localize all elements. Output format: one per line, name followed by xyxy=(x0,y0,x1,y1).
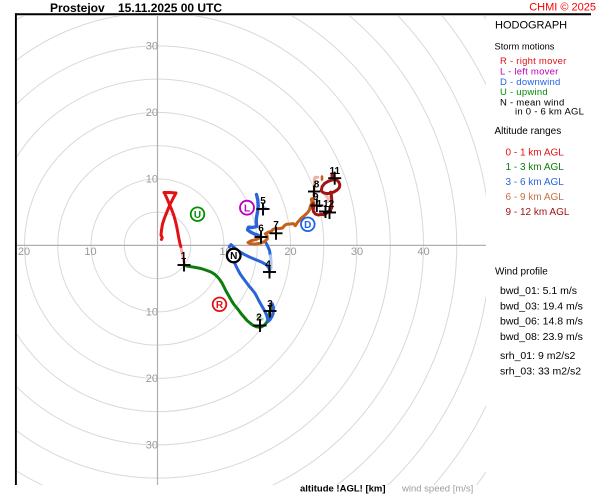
svg-text:U: U xyxy=(194,210,201,221)
svg-text:1: 1 xyxy=(181,251,187,262)
svg-text:40: 40 xyxy=(417,246,429,258)
svg-text:bwd_03: 19.4 m/s: bwd_03: 19.4 m/s xyxy=(500,300,583,312)
svg-text:srh_01: 9 m2/s2: srh_01: 9 m2/s2 xyxy=(500,350,575,362)
svg-text:bwd_06: 14.8 m/s: bwd_06: 14.8 m/s xyxy=(500,316,583,328)
svg-text:Prostejov: Prostejov xyxy=(50,1,105,15)
svg-text:Storm motions: Storm motions xyxy=(495,42,555,52)
svg-text:wind speed [m/s]: wind speed [m/s] xyxy=(401,484,473,495)
svg-text:12: 12 xyxy=(323,199,335,210)
svg-text:10: 10 xyxy=(146,174,158,186)
svg-text:6 - 9 km AGL: 6 - 9 km AGL xyxy=(506,192,565,203)
svg-text:11: 11 xyxy=(330,166,341,177)
svg-text:N - mean wind: N - mean wind xyxy=(500,97,565,108)
svg-text:D - downwind: D - downwind xyxy=(500,77,561,88)
svg-text:L - left mover: L - left mover xyxy=(500,67,559,78)
svg-text:8: 8 xyxy=(314,180,320,191)
svg-text:10: 10 xyxy=(84,246,96,258)
svg-text:15.11.2025 00 UTC: 15.11.2025 00 UTC xyxy=(118,1,222,15)
svg-text:altitude !AGL! [km]: altitude !AGL! [km] xyxy=(300,484,386,495)
svg-text:20: 20 xyxy=(18,246,30,258)
svg-text:7: 7 xyxy=(273,220,279,231)
svg-text:2: 2 xyxy=(256,313,262,324)
svg-text:U - upwind: U - upwind xyxy=(500,87,548,98)
svg-text:1 - 3 km AGL: 1 - 3 km AGL xyxy=(506,162,565,173)
svg-text:9 - 12 km AGL: 9 - 12 km AGL xyxy=(506,207,570,218)
svg-text:30: 30 xyxy=(146,440,158,452)
svg-text:srh_03: 33 m2/s2: srh_03: 33 m2/s2 xyxy=(500,366,581,378)
svg-text:R: R xyxy=(216,300,224,311)
svg-text:in 0 - 6 km AGL: in 0 - 6 km AGL xyxy=(515,107,584,118)
svg-text:20: 20 xyxy=(146,373,158,385)
svg-text:3 - 6 km AGL: 3 - 6 km AGL xyxy=(506,177,565,188)
svg-text:20: 20 xyxy=(146,107,158,119)
svg-text:30: 30 xyxy=(146,41,158,53)
svg-text:30: 30 xyxy=(351,246,363,258)
svg-text:3: 3 xyxy=(267,299,273,310)
svg-text:CHMI © 2025: CHMI © 2025 xyxy=(529,2,596,14)
svg-text:9: 9 xyxy=(313,192,319,203)
svg-text:20: 20 xyxy=(284,246,296,258)
svg-text:1: 1 xyxy=(317,199,323,210)
svg-text:10: 10 xyxy=(146,307,158,319)
svg-text:HODOGRAPH: HODOGRAPH xyxy=(495,20,567,32)
svg-text:D: D xyxy=(304,220,311,231)
svg-text:6: 6 xyxy=(258,224,264,235)
svg-text:N: N xyxy=(230,251,237,262)
svg-text:0 - 1 km AGL: 0 - 1 km AGL xyxy=(506,147,565,158)
svg-text:bwd_08: 23.9 m/s: bwd_08: 23.9 m/s xyxy=(500,331,583,343)
svg-text:bwd_01: 5.1 m/s: bwd_01: 5.1 m/s xyxy=(500,285,577,297)
svg-text:L: L xyxy=(244,203,250,214)
svg-text:Altitude ranges: Altitude ranges xyxy=(495,126,562,137)
svg-text:5: 5 xyxy=(260,196,266,207)
svg-text:4: 4 xyxy=(265,260,271,271)
svg-text:Wind profile: Wind profile xyxy=(495,267,548,278)
svg-text:R - right mover: R - right mover xyxy=(500,56,567,67)
